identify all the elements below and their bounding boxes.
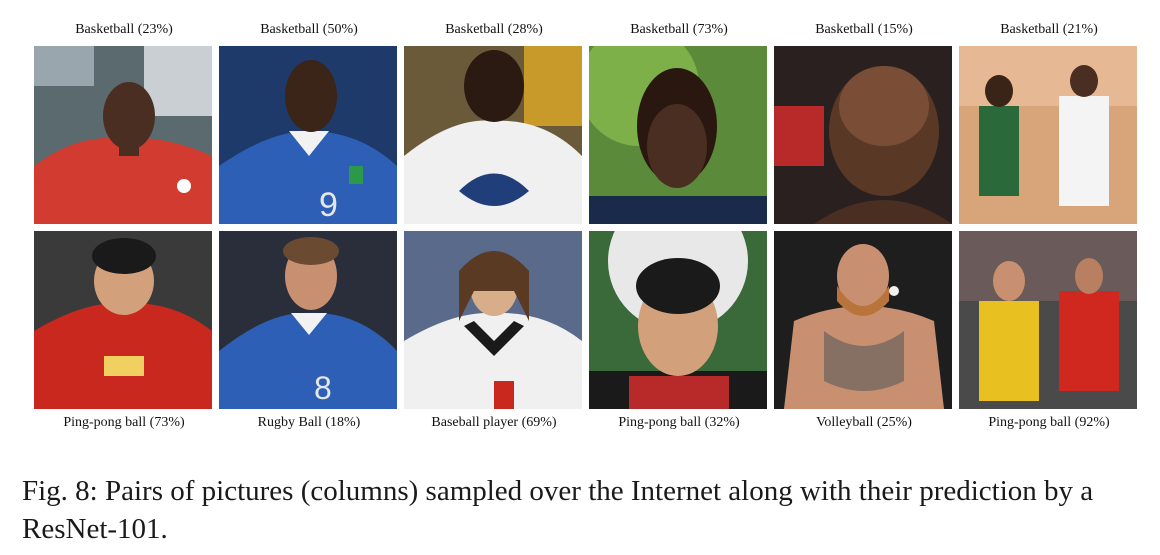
photo-top-2: 9 [219,46,397,224]
jersey-number-9: 9 [319,186,338,224]
photo-top-3 [404,46,582,224]
jersey-number-8: 8 [314,370,332,406]
photo-bottom-5 [774,231,952,409]
top-label-6: Basketball (21%) [1000,22,1098,37]
figure-caption: Fig. 8: Pairs of pictures (columns) samp… [22,475,1094,545]
bottom-label-3: Baseball player (69%) [431,415,557,430]
top-label-2: Basketball (50%) [260,22,358,37]
top-label-5: Basketball (15%) [815,22,913,37]
photo-top-1 [34,46,212,224]
top-label-1: Basketball (23%) [75,22,173,37]
photo-top-6 [959,46,1137,224]
photo-bottom-6 [959,231,1137,409]
bottom-label-5: Volleyball (25%) [816,415,912,430]
bottom-label-1: Ping-pong ball (73%) [63,415,185,430]
top-label-3: Basketball (28%) [445,22,543,37]
photo-bottom-1 [34,231,212,409]
top-label-4: Basketball (73%) [630,22,728,37]
photo-bottom-3 [404,231,582,409]
photo-bottom-2: 8 [219,231,397,409]
photo-bottom-4 [589,231,767,409]
bottom-label-6: Ping-pong ball (92%) [988,415,1110,430]
bottom-label-2: Rugby Ball (18%) [257,415,361,430]
bottom-label-4: Ping-pong ball (32%) [618,415,740,430]
photo-top-5 [774,46,952,224]
photo-top-4 [589,46,767,224]
